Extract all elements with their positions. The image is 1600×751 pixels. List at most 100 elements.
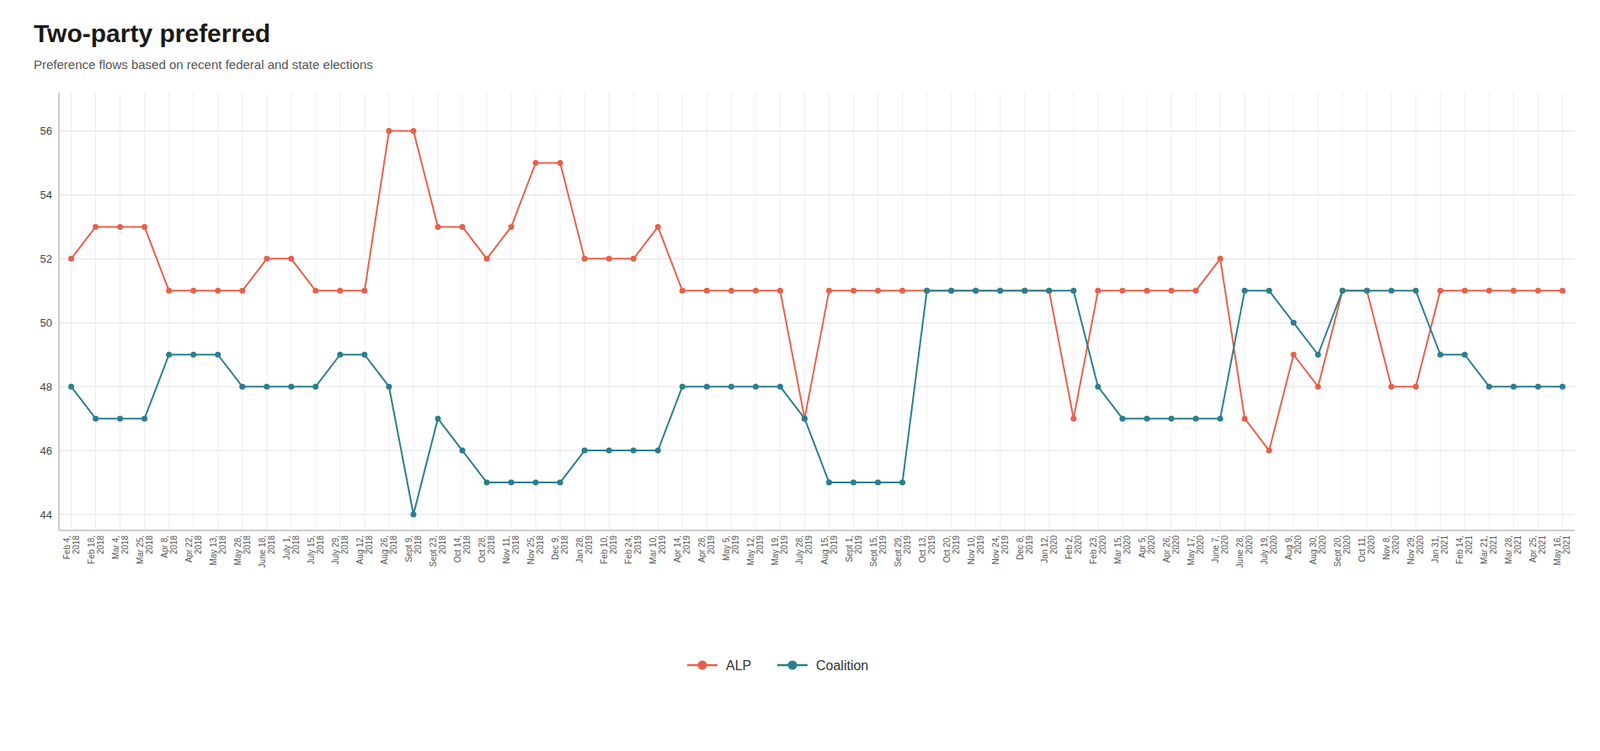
data-point (1168, 416, 1174, 422)
x-grid-line (363, 92, 365, 531)
data-point (1486, 288, 1493, 294)
x-grid-line (633, 92, 635, 531)
data-point (1413, 384, 1419, 390)
x-tick-label: Oct 11,2020 (1357, 535, 1376, 563)
data-point (288, 384, 294, 390)
series-line (71, 290, 1563, 515)
x-grid-line (70, 92, 72, 531)
data-point (336, 352, 343, 358)
data-point (508, 480, 515, 486)
x-grid-line (755, 92, 757, 531)
x-tick-label: June 7,2020 (1210, 535, 1230, 564)
x-tick-label: Apr 25,2021 (1528, 535, 1547, 564)
x-tick-label: Feb 10,2019 (599, 535, 619, 565)
data-point (1119, 288, 1126, 294)
x-tick-label: Apr 5,2020 (1137, 535, 1157, 559)
y-tick-label: 48 (40, 380, 53, 394)
data-point (1559, 288, 1566, 294)
x-grid-line (535, 92, 537, 531)
x-tick-label: Nov 8,2020 (1381, 535, 1401, 560)
data-point (312, 288, 319, 294)
x-grid-line (926, 92, 928, 531)
data-point (459, 224, 466, 230)
x-tick-label: Oct 13,2019 (917, 535, 937, 564)
data-point (68, 384, 75, 390)
data-point (923, 288, 930, 294)
x-grid-line (1269, 92, 1270, 531)
data-point (1143, 416, 1150, 422)
data-point (508, 224, 515, 230)
data-point (92, 416, 99, 422)
data-point (1535, 288, 1542, 294)
data-point (1486, 384, 1493, 390)
data-point (1193, 288, 1200, 294)
legend: ALPCoalition (687, 658, 869, 673)
data-point (1388, 384, 1395, 390)
x-tick-label: Nov 11,2018 (501, 535, 521, 565)
x-grid-line (853, 92, 854, 531)
y-tick-label: 54 (40, 188, 53, 202)
data-point (972, 288, 979, 294)
x-tick-label: June 18,2018 (257, 535, 277, 569)
data-point (533, 160, 539, 166)
data-point (997, 288, 1003, 294)
x-tick-label: May 5,2019 (721, 535, 741, 561)
x-tick-label: Sept 29,2019 (893, 535, 912, 568)
x-tick-label: Feb 4,2018 (62, 535, 81, 560)
data-point (1143, 288, 1150, 294)
x-grid-line (511, 92, 512, 531)
data-point (606, 448, 613, 454)
data-point (1045, 288, 1052, 294)
data-point (1339, 288, 1346, 294)
data-point (752, 384, 759, 390)
x-grid-line (290, 92, 292, 531)
data-point (1070, 288, 1077, 294)
data-point (141, 224, 148, 230)
data-point (1290, 320, 1297, 326)
x-grid-line (877, 92, 879, 531)
data-point (557, 160, 564, 166)
x-grid-line (828, 92, 830, 531)
data-point (850, 288, 857, 294)
data-point (972, 288, 979, 294)
data-point (1045, 288, 1052, 294)
x-grid-line (706, 92, 708, 531)
x-tick-label: Jan 12,2020 (1040, 535, 1059, 564)
x-grid-line (339, 92, 341, 531)
x-grid-line (1464, 92, 1466, 531)
x-grid-line (412, 92, 414, 531)
y-grid-line (58, 130, 1575, 132)
data-point (1094, 288, 1101, 294)
data-point (288, 256, 294, 262)
x-tick-label: Mar 4,2018 (111, 535, 130, 560)
data-point (728, 288, 735, 294)
data-point (1290, 352, 1297, 358)
x-grid-line (119, 92, 121, 531)
x-tick-label: Mar 10,2019 (648, 535, 667, 565)
data-point (117, 416, 123, 422)
data-point (630, 256, 637, 262)
x-tick-label: Mar 25,2018 (135, 535, 155, 565)
x-grid-line (95, 92, 96, 531)
x-grid-line (388, 92, 390, 531)
data-point (263, 384, 270, 390)
x-tick-label: Nov 29,2020 (1406, 535, 1425, 566)
data-point (1168, 288, 1174, 294)
x-grid-line (266, 92, 267, 531)
subtitle: Preference flows based on recent federal… (33, 57, 374, 72)
data-point (1461, 288, 1468, 294)
data-point (1266, 288, 1273, 294)
data-point (728, 384, 735, 390)
data-point (1242, 288, 1248, 294)
x-tick-label: Aug 26,2018 (379, 535, 399, 566)
data-point (165, 288, 172, 294)
x-grid-line (192, 92, 194, 531)
x-tick-label: Aug 15,2019 (820, 535, 839, 566)
data-point (484, 256, 491, 262)
legend-label: ALP (725, 658, 752, 673)
data-point (410, 128, 416, 134)
x-grid-line (486, 92, 488, 531)
data-point (239, 288, 246, 294)
x-grid-line (1317, 92, 1319, 531)
x-grid-line (560, 92, 561, 531)
